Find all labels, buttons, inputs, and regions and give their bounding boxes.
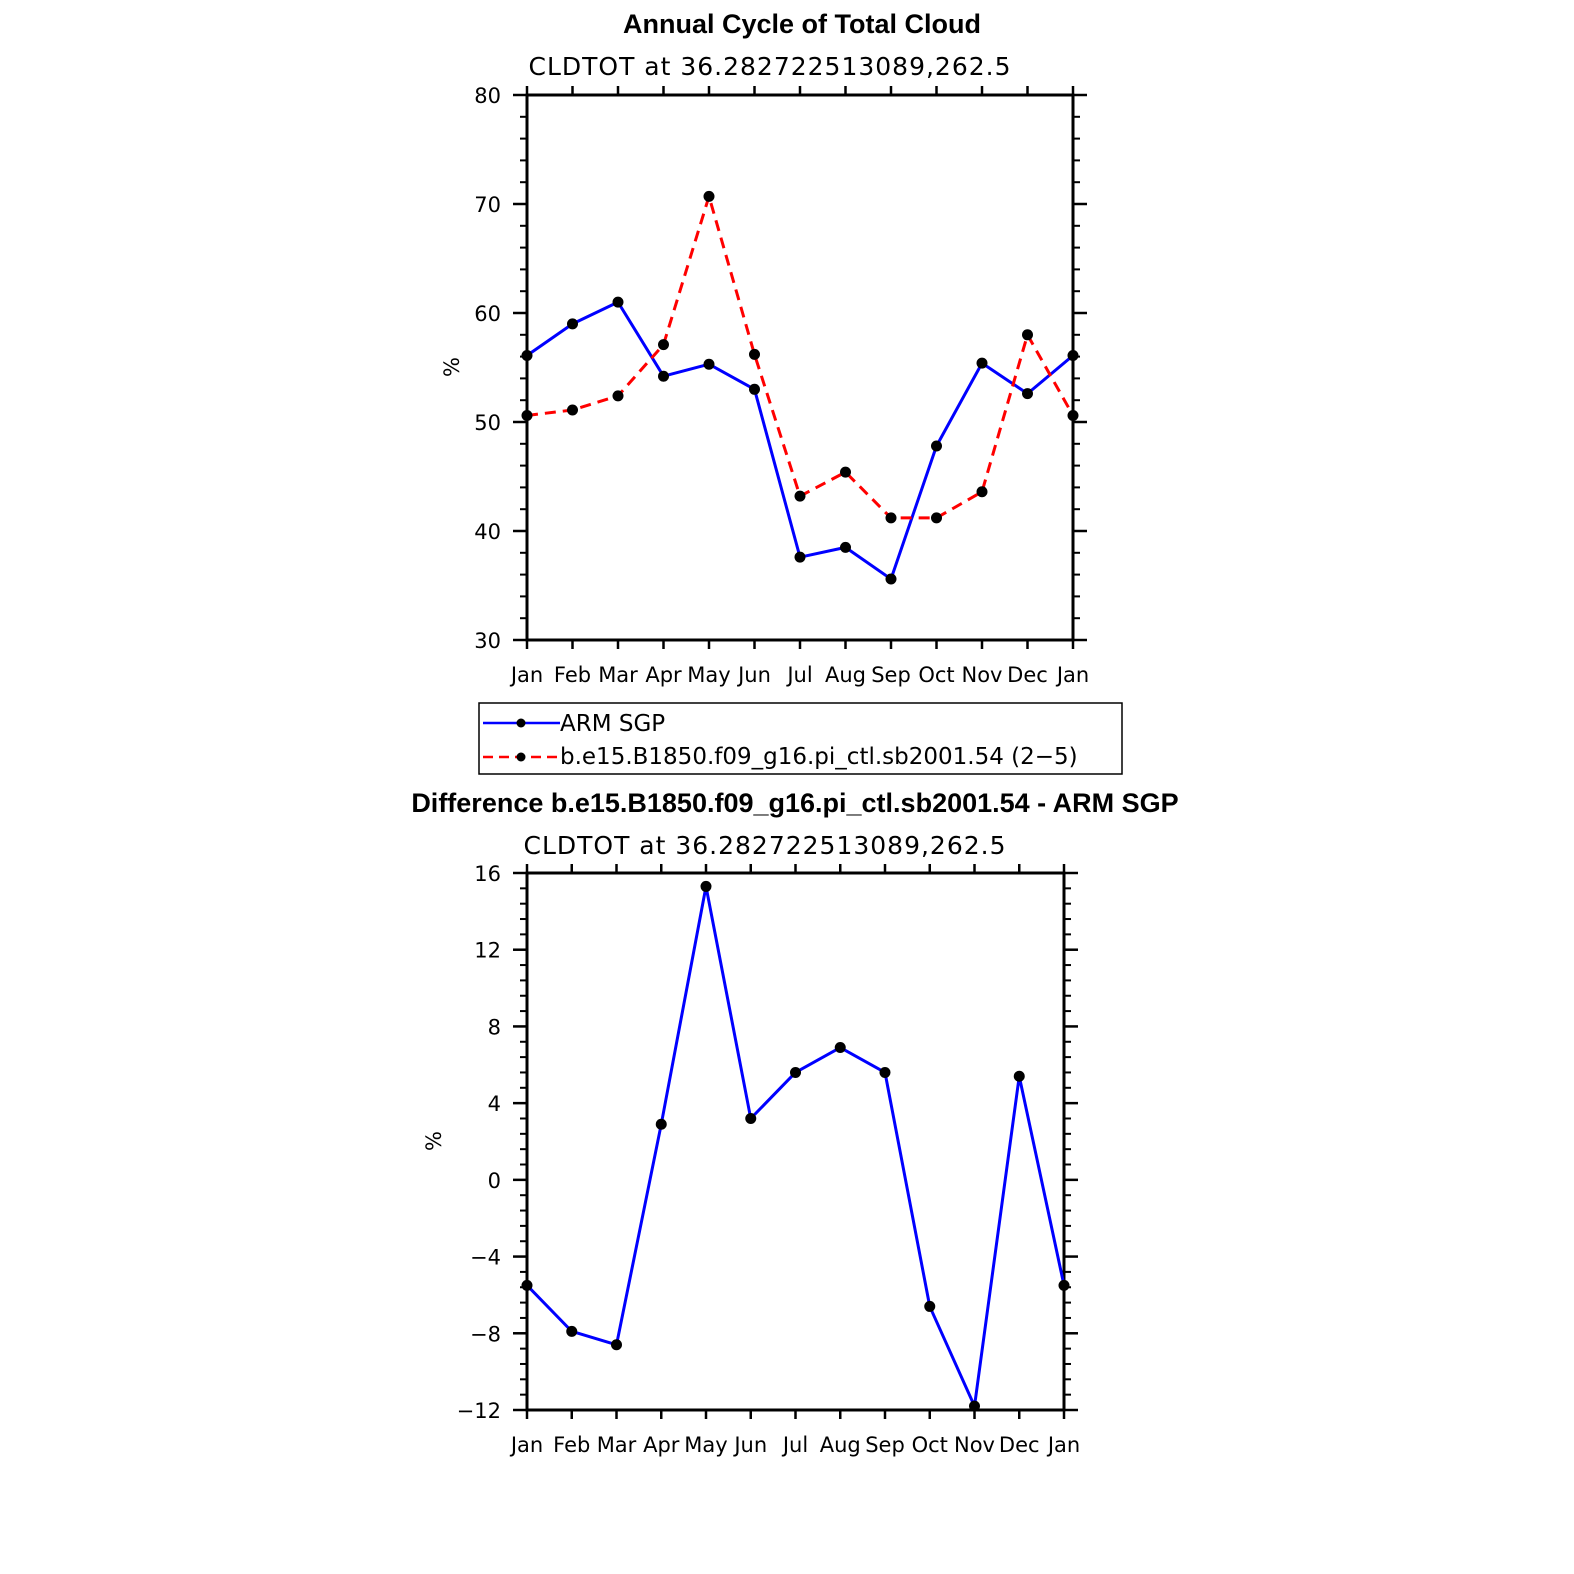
y-tick-label: 4 — [488, 1092, 501, 1116]
x-tick-label: Nov — [962, 663, 1003, 687]
data-point-difference — [1013, 1070, 1025, 1082]
data-point-difference — [611, 1339, 622, 1351]
data-point-arm-sgp — [612, 296, 624, 308]
data-point-difference — [790, 1066, 801, 1078]
data-point-arm-sgp — [703, 358, 715, 370]
y-tick-label: 40 — [474, 520, 501, 544]
x-tick-label: Jun — [736, 663, 771, 687]
x-tick-label: Jan — [509, 663, 543, 687]
data-point-b-e15-b1850-f09-g16-pi-ctl-sb2001-54-2-5 — [794, 490, 806, 502]
data-point-arm-sgp — [749, 383, 760, 395]
data-point-b-e15-b1850-f09-g16-pi-ctl-sb2001-54-2-5 — [1022, 329, 1033, 341]
data-point-arm-sgp — [931, 440, 942, 452]
data-point-difference — [521, 1279, 533, 1291]
x-tick-label: Sep — [865, 1433, 905, 1457]
data-point-difference — [655, 1118, 667, 1130]
cloud-difference-chart: Difference b.e15.B1850.f09_g16.pi_ctl.sb… — [411, 788, 1178, 1457]
data-point-difference — [700, 880, 712, 892]
data-point-arm-sgp — [521, 350, 533, 362]
x-tick-label: Jan — [509, 1433, 543, 1457]
data-point-b-e15-b1850-f09-g16-pi-ctl-sb2001-54-2-5 — [976, 486, 988, 498]
legend-label-arm-sgp: ARM SGP — [560, 711, 665, 737]
x-tick-label: Jul — [785, 663, 812, 687]
chart-subtitle: CLDTOT at 36.282722513089,262.5 — [528, 52, 1011, 81]
y-tick-label: 16 — [474, 862, 501, 886]
x-tick-label: May — [687, 663, 730, 687]
x-tick-label: Mar — [597, 1433, 637, 1457]
data-point-b-e15-b1850-f09-g16-pi-ctl-sb2001-54-2-5 — [567, 404, 578, 416]
chart-subtitle: CLDTOT at 36.282722513089,262.5 — [523, 831, 1006, 860]
y-tick-label: 30 — [474, 629, 501, 653]
data-point-arm-sgp — [567, 318, 578, 330]
data-point-difference — [745, 1112, 757, 1124]
data-point-difference — [879, 1066, 891, 1078]
data-point-b-e15-b1850-f09-g16-pi-ctl-sb2001-54-2-5 — [840, 466, 851, 478]
data-point-arm-sgp — [976, 357, 988, 369]
y-tick-label: 70 — [474, 193, 501, 217]
data-point-b-e15-b1850-f09-g16-pi-ctl-sb2001-54-2-5 — [521, 409, 533, 421]
x-tick-label: Apr — [643, 1433, 680, 1457]
y-tick-label: 60 — [474, 302, 501, 326]
y-tick-label: 12 — [474, 939, 501, 963]
data-point-difference — [924, 1300, 936, 1312]
x-tick-label: Jan — [1046, 1433, 1080, 1457]
data-point-b-e15-b1850-f09-g16-pi-ctl-sb2001-54-2-5 — [658, 339, 669, 351]
x-tick-label: Aug — [820, 1433, 861, 1457]
legend-label-model: b.e15.B1850.f09_g16.pi_ctl.sb2001.54 (2−… — [560, 744, 1078, 770]
x-tick-label: Sep — [871, 663, 911, 687]
data-point-b-e15-b1850-f09-g16-pi-ctl-sb2001-54-2-5 — [1067, 409, 1079, 421]
chart-title: Annual Cycle of Total Cloud — [623, 9, 981, 39]
data-point-difference — [566, 1325, 578, 1337]
x-tick-label: Dec — [1007, 663, 1048, 687]
series-line-difference — [525, 884, 1066, 1408]
chart-title: Difference b.e15.B1850.f09_g16.pi_ctl.sb… — [411, 788, 1178, 818]
data-point-difference — [834, 1042, 846, 1054]
y-tick-label: 0 — [488, 1169, 501, 1193]
legend-marker-arm-sgp — [516, 718, 526, 728]
data-point-arm-sgp — [1022, 388, 1033, 400]
data-point-difference — [1058, 1279, 1070, 1291]
legend-box — [478, 702, 1123, 775]
data-point-arm-sgp — [794, 551, 806, 563]
y-axis-label: % — [440, 357, 464, 377]
cloud-annual-cycle-chart: Annual Cycle of Total Cloud CLDTOT at 36… — [440, 9, 1123, 775]
y-tick-label: −8 — [470, 1322, 501, 1346]
x-tick-label: May — [684, 1433, 727, 1457]
series-line-b-e15-b1850-f09-g16-pi-ctl-sb2001-54-2-5 — [526, 194, 1075, 520]
y-tick-label: −12 — [457, 1399, 501, 1423]
y-tick-label: 80 — [474, 84, 501, 108]
data-point-b-e15-b1850-f09-g16-pi-ctl-sb2001-54-2-5 — [703, 190, 715, 202]
data-point-difference — [969, 1400, 980, 1412]
y-tick-label: 8 — [488, 1015, 501, 1039]
x-tick-label: Oct — [912, 1433, 948, 1457]
data-point-arm-sgp — [840, 541, 851, 553]
data-point-b-e15-b1850-f09-g16-pi-ctl-sb2001-54-2-5 — [749, 348, 760, 360]
x-tick-label: Mar — [598, 663, 638, 687]
x-tick-label: Oct — [918, 663, 954, 687]
y-tick-label: −4 — [470, 1246, 501, 1270]
data-point-b-e15-b1850-f09-g16-pi-ctl-sb2001-54-2-5 — [612, 390, 624, 402]
x-tick-label: Jan — [1055, 663, 1089, 687]
data-point-b-e15-b1850-f09-g16-pi-ctl-sb2001-54-2-5 — [931, 512, 942, 524]
x-tick-label: Apr — [645, 663, 682, 687]
legend: ARM SGP b.e15.B1850.f09_g16.pi_ctl.sb200… — [478, 702, 1123, 775]
data-point-arm-sgp — [1067, 350, 1079, 362]
data-point-arm-sgp — [885, 573, 897, 585]
y-tick-label: 50 — [474, 411, 501, 435]
data-point-b-e15-b1850-f09-g16-pi-ctl-sb2001-54-2-5 — [885, 512, 897, 524]
x-tick-label: Nov — [954, 1433, 995, 1457]
legend-marker-model — [516, 752, 526, 762]
x-tick-label: Feb — [554, 663, 591, 687]
data-point-arm-sgp — [658, 370, 669, 382]
x-tick-label: Jul — [781, 1433, 808, 1457]
x-tick-label: Dec — [999, 1433, 1040, 1457]
y-axis-label: % — [422, 1131, 446, 1151]
x-tick-label: Aug — [825, 663, 866, 687]
x-tick-label: Feb — [553, 1433, 590, 1457]
series-line-arm-sgp — [526, 300, 1074, 581]
x-tick-label: Jun — [732, 1433, 767, 1457]
